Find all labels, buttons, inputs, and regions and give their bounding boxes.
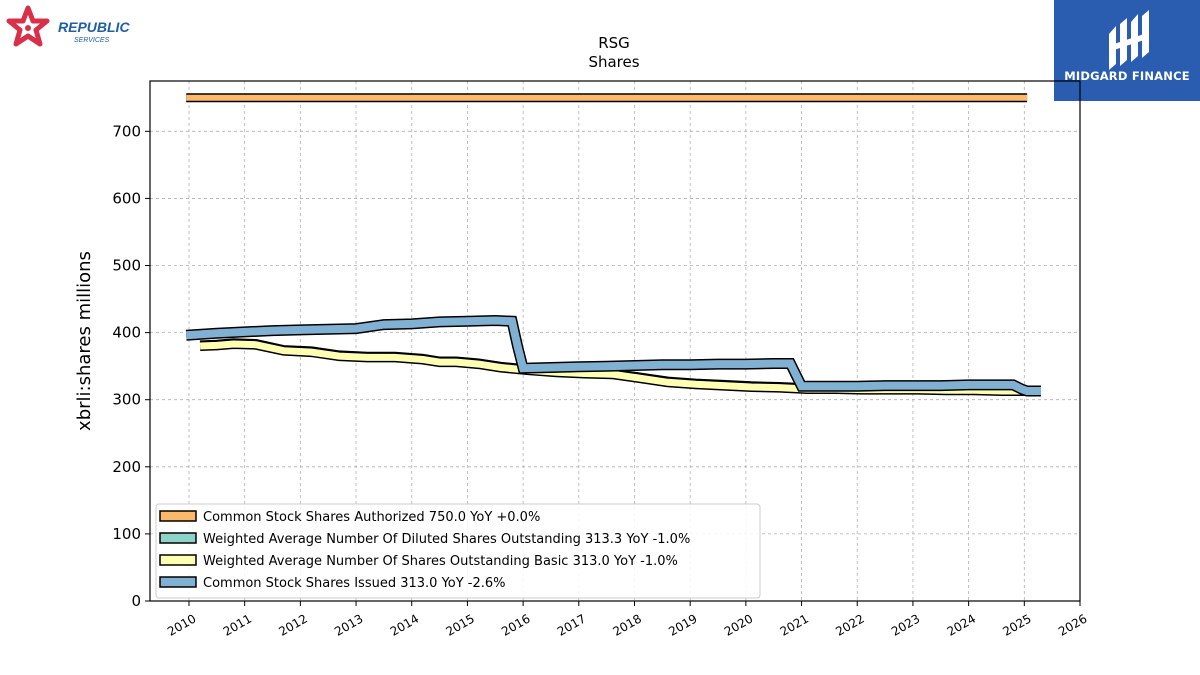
chart-title: RSG [598,34,630,52]
x-tick-label: 2021 [778,611,811,638]
x-tick-label: 2012 [276,611,309,638]
x-tick-label: 2023 [889,611,922,638]
y-tick-label: 0 [131,592,141,610]
y-tick-label: 300 [112,391,141,409]
x-tick-label: 2013 [332,611,365,638]
legend: Common Stock Shares Authorized 750.0 YoY… [155,503,761,599]
legend-label: Common Stock Shares Issued 313.0 YoY -2.… [203,576,506,591]
x-tick-label: 2026 [1056,611,1089,638]
x-tick-label: 2015 [443,611,476,638]
y-axis-label: xbrli:shares millions [74,251,95,431]
x-axis: 2010 2011 2012 2013 2014 2015 2016 2017 2018 2019… [165,601,1090,639]
y-tick-label: 600 [112,189,141,207]
legend-swatch [159,510,197,522]
x-tick-label: 2010 [165,611,198,638]
x-tick-label: 2016 [499,611,532,638]
republic-logo-text: REPUBLIC [58,19,130,35]
republic-logo-subtext: SERVICES [74,37,110,44]
y-axis: 0 100 200 300 400 500 600 700 [112,122,150,610]
y-tick-label: 100 [112,525,141,543]
legend-swatch [159,532,197,544]
legend-label: Weighted Average Number Of Shares Outsta… [203,554,678,569]
x-tick-label: 2014 [388,611,421,638]
y-tick-label: 700 [112,122,141,140]
series-line-3 [185,316,1041,395]
x-tick-label: 2022 [833,611,866,638]
x-tick-label: 2025 [1000,611,1033,638]
x-tick-label: 2020 [722,611,755,638]
x-tick-label: 2018 [611,611,644,638]
y-tick-label: 200 [112,458,141,476]
legend-swatch [159,554,197,566]
legend-label: Weighted Average Number Of Diluted Share… [203,532,690,547]
x-tick-label: 2017 [555,611,588,638]
republic-services-logo: REPUBLIC SERVICES [4,4,144,54]
x-tick-label: 2024 [945,611,978,638]
midgard-finance-logo: MIDGARD FINANCE [1054,0,1200,101]
midgard-emblem-icon [1109,10,1149,70]
legend-label: Common Stock Shares Authorized 750.0 YoY… [203,510,540,525]
x-tick-label: 2019 [666,611,699,638]
republic-star-icon: REPUBLIC SERVICES [6,5,130,47]
y-tick-label: 400 [112,324,141,342]
x-tick-label: 2011 [221,611,254,638]
series-layer [185,93,1041,397]
legend-swatch [159,576,197,588]
chart-subtitle: Shares [588,53,639,71]
plot-frame [149,80,1081,602]
midgard-logo-text: MIDGARD FINANCE [1064,69,1190,83]
legend-box [155,503,761,599]
y-tick-label: 500 [112,257,141,275]
